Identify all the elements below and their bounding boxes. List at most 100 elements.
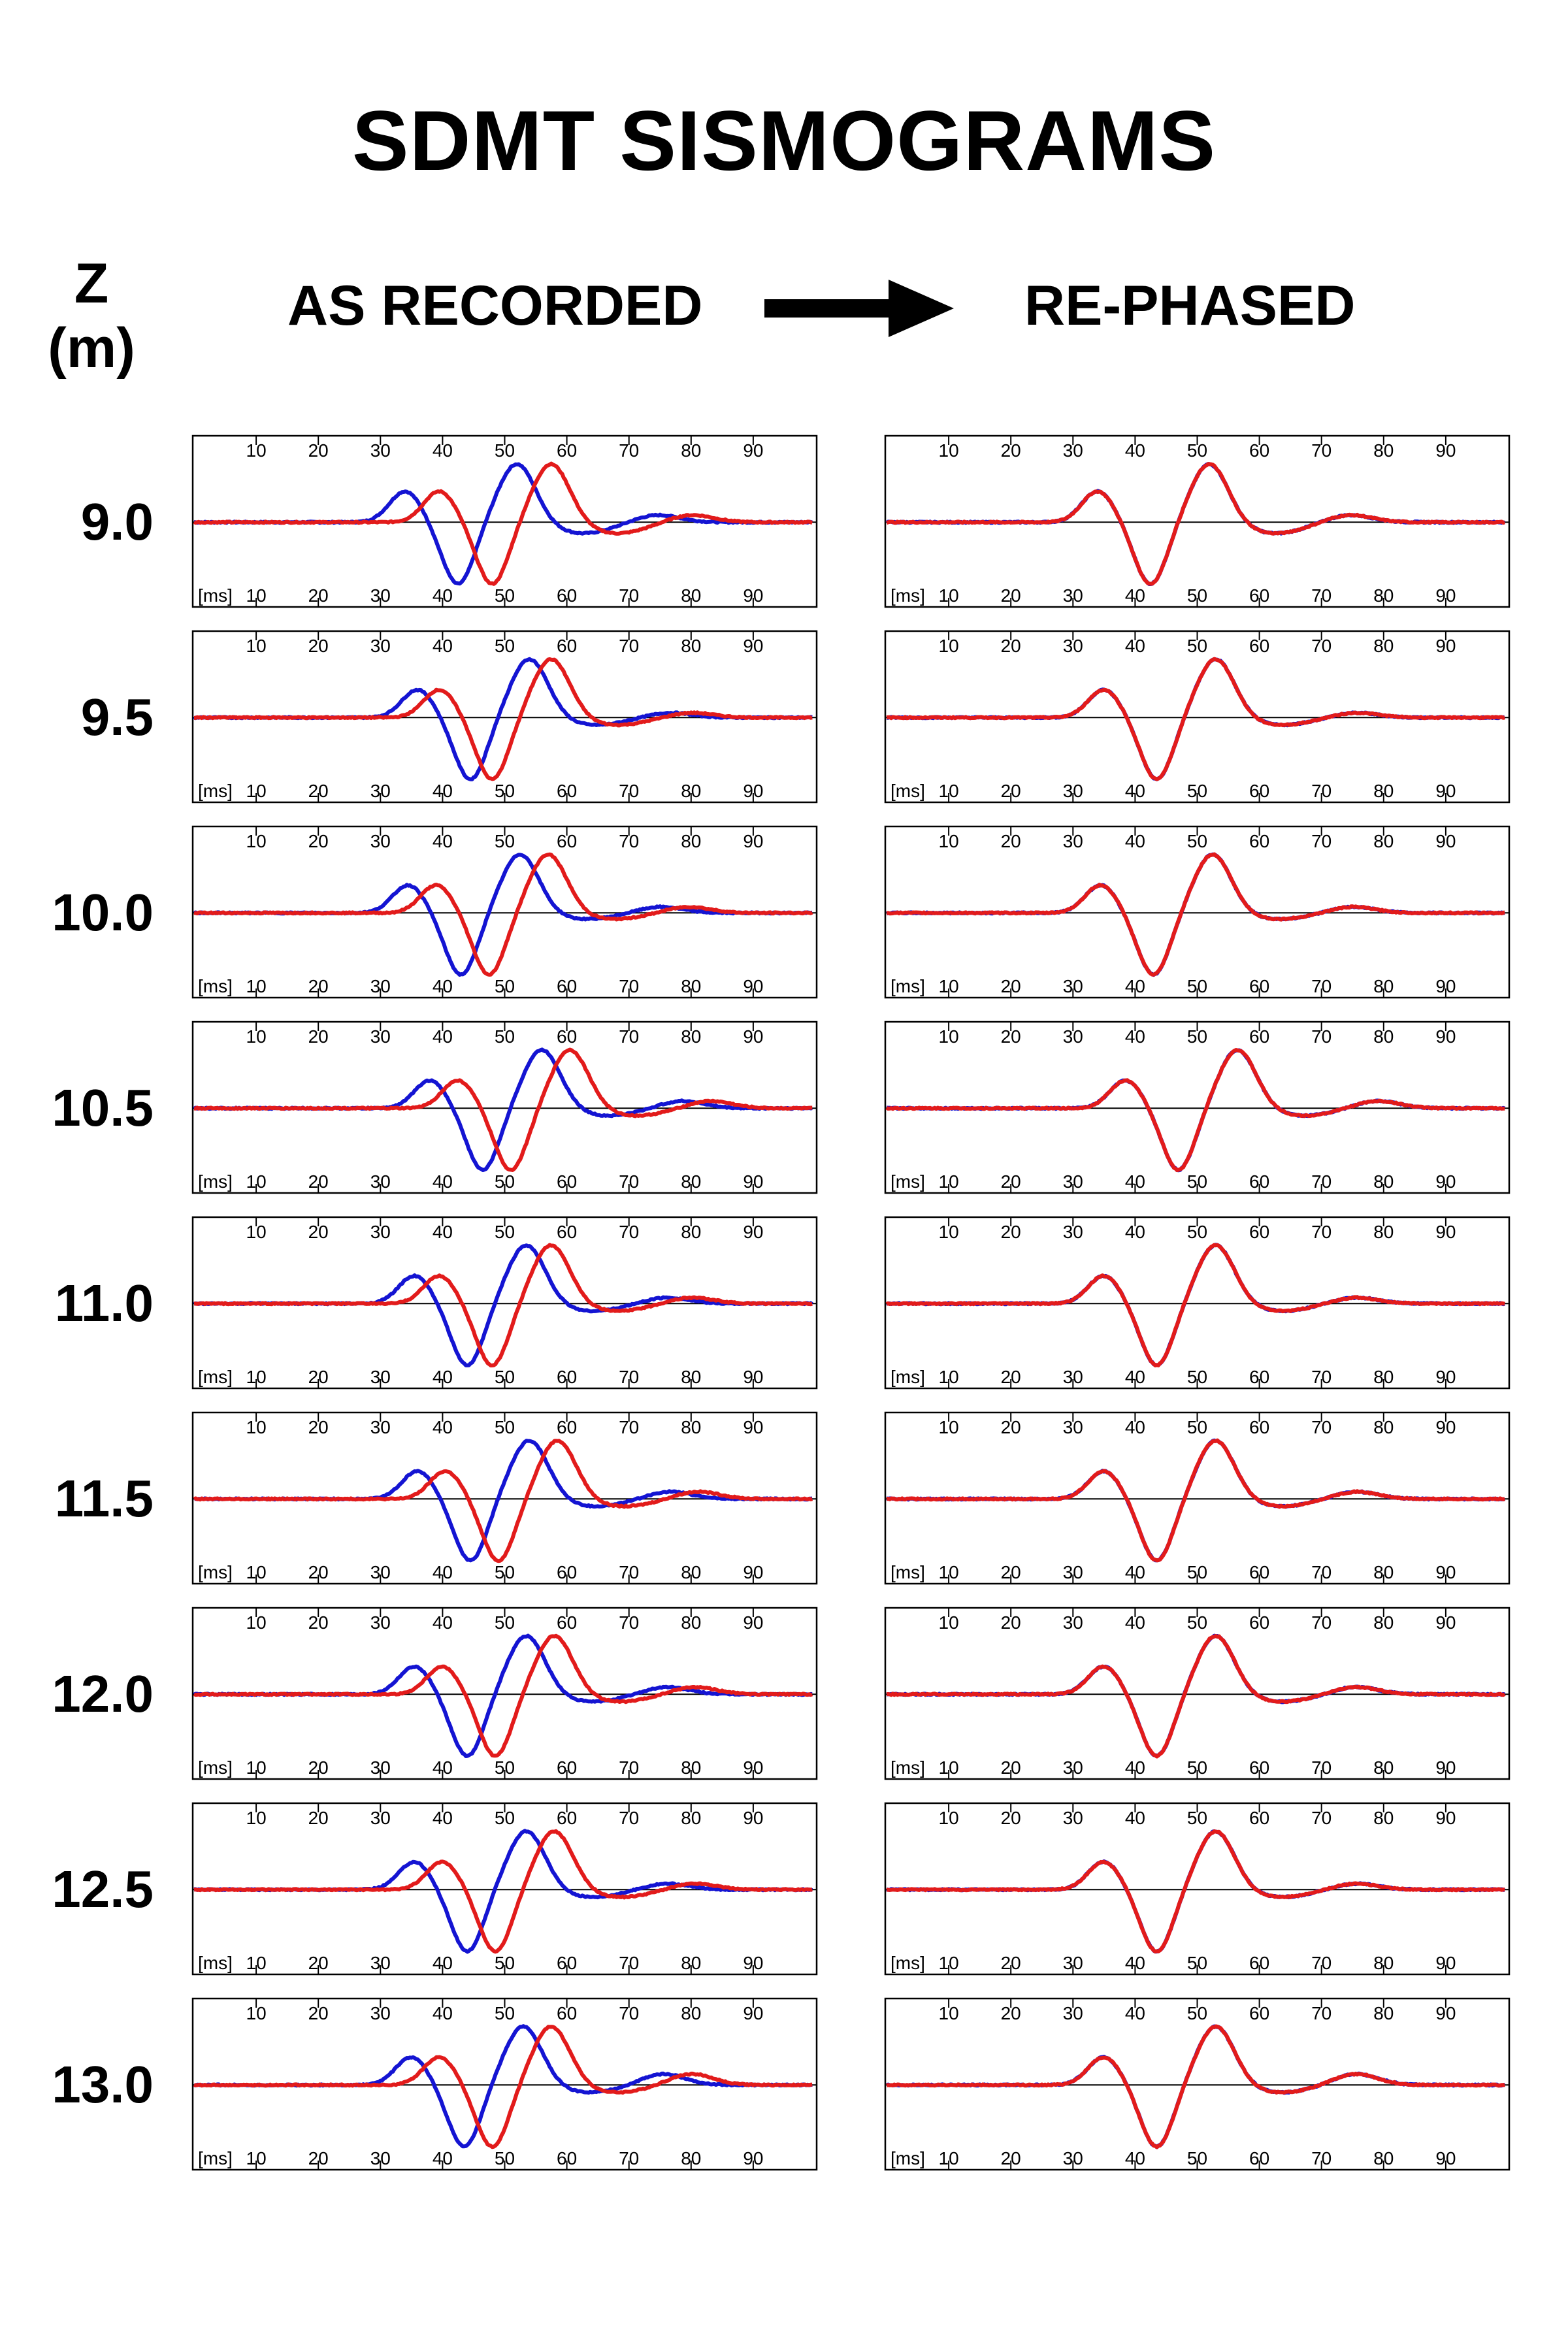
tick-label-bottom: 90 xyxy=(743,1562,763,1582)
tick-label-bottom: 30 xyxy=(1063,781,1083,801)
tick-label-top: 20 xyxy=(1001,1222,1021,1242)
tick-label-bottom: 10 xyxy=(939,1171,959,1192)
tick-label-top: 40 xyxy=(433,440,453,461)
tick-label-top: 90 xyxy=(1435,440,1456,461)
tick-label-bottom: 20 xyxy=(1001,1367,1021,1387)
trace-red xyxy=(886,2024,1505,2149)
tick-label-top: 60 xyxy=(1249,1222,1269,1242)
tick-label-bottom: 60 xyxy=(1249,1953,1269,1973)
tick-label-top: 40 xyxy=(1125,1222,1145,1242)
tick-label-top: 90 xyxy=(743,1417,763,1437)
tick-label-bottom: 30 xyxy=(1063,1171,1083,1192)
tick-label-top: 80 xyxy=(681,1222,701,1242)
tick-label-bottom: 40 xyxy=(433,1953,453,1973)
tick-label-bottom: 40 xyxy=(1125,976,1145,996)
tick-label-top: 70 xyxy=(1311,1222,1331,1242)
tick-label-top: 40 xyxy=(1125,2003,1145,2023)
arrow-right-icon xyxy=(764,280,954,337)
tick-label-bottom: 60 xyxy=(1249,1757,1269,1778)
tick-label-top: 20 xyxy=(1001,1417,1021,1437)
tick-label-bottom: 10 xyxy=(246,1757,267,1778)
tick-label-top: 90 xyxy=(743,1026,763,1047)
tick-label-bottom: 50 xyxy=(1187,976,1207,996)
tick-label-bottom: 20 xyxy=(1001,1757,1021,1778)
depth-label: 13.0 xyxy=(52,2055,154,2114)
re-phased-heading: RE-PHASED xyxy=(1024,274,1356,337)
tick-label-top: 50 xyxy=(1187,2003,1207,2023)
tick-label-top: 90 xyxy=(743,440,763,461)
tick-label-bottom: 10 xyxy=(246,976,267,996)
unit-label: [ms] xyxy=(198,1171,233,1192)
depth-label: 11.0 xyxy=(54,1274,154,1333)
tick-label-bottom: 90 xyxy=(743,1953,763,1973)
tick-label-bottom: 40 xyxy=(433,1171,453,1192)
tick-label-top: 30 xyxy=(370,1808,391,1828)
tick-label-top: 10 xyxy=(939,440,959,461)
tick-label-top: 10 xyxy=(246,636,267,656)
tick-label-top: 90 xyxy=(743,2003,763,2023)
tick-label-top: 60 xyxy=(557,1026,577,1047)
tick-label-top: 50 xyxy=(1187,1612,1207,1633)
depth-label: 9.5 xyxy=(80,688,154,747)
tick-label-top: 90 xyxy=(1435,2003,1456,2023)
tick-label-top: 50 xyxy=(1187,1222,1207,1242)
page-title: SDMT SISMOGRAMS xyxy=(351,93,1217,188)
tick-label-bottom: 70 xyxy=(1311,1757,1331,1778)
tick-label-top: 20 xyxy=(1001,1026,1021,1047)
tick-label-bottom: 20 xyxy=(308,1367,329,1387)
tick-label-bottom: 50 xyxy=(1187,1757,1207,1778)
tick-label-bottom: 50 xyxy=(495,1171,515,1192)
tick-label-top: 90 xyxy=(1435,1222,1456,1242)
tick-label-bottom: 50 xyxy=(495,976,515,996)
tick-label-top: 30 xyxy=(370,440,391,461)
tick-label-top: 30 xyxy=(370,1026,391,1047)
tick-label-top: 50 xyxy=(495,636,515,656)
tick-label-top: 30 xyxy=(1063,831,1083,851)
unit-label: [ms] xyxy=(890,781,925,801)
panel-re-phased: 10 10 20 20 30 30 40 40 50 50 60 60 70 70 80 80 90 90 [ms] xyxy=(884,825,1511,999)
tick-label-bottom: 40 xyxy=(433,1562,453,1582)
tick-label-top: 10 xyxy=(246,1222,267,1242)
depth-label: 10.0 xyxy=(52,883,154,942)
tick-label-top: 60 xyxy=(557,1612,577,1633)
tick-label-top: 10 xyxy=(939,1808,959,1828)
tick-label-top: 80 xyxy=(681,831,701,851)
tick-label-bottom: 30 xyxy=(370,1171,391,1192)
tick-label-top: 30 xyxy=(370,1417,391,1437)
tick-label-top: 50 xyxy=(1187,1808,1207,1828)
tick-label-bottom: 30 xyxy=(1063,1562,1083,1582)
tick-label-bottom: 40 xyxy=(1125,1757,1145,1778)
tick-label-bottom: 10 xyxy=(246,2148,267,2168)
tick-label-bottom: 10 xyxy=(246,1953,267,1973)
tick-label-bottom: 30 xyxy=(370,1953,391,1973)
tick-label-top: 90 xyxy=(1435,1417,1456,1437)
tick-label-bottom: 10 xyxy=(246,1171,267,1192)
tick-label-bottom: 90 xyxy=(743,2148,763,2168)
tick-label-bottom: 50 xyxy=(495,1367,515,1387)
trace-red xyxy=(193,852,813,977)
tick-label-bottom: 80 xyxy=(681,976,701,996)
tick-label-top: 60 xyxy=(557,2003,577,2023)
tick-label-top: 80 xyxy=(1373,1417,1394,1437)
tick-label-bottom: 70 xyxy=(619,1757,639,1778)
tick-label-bottom: 80 xyxy=(1373,781,1394,801)
panel-re-phased: 10 10 20 20 30 30 40 40 50 50 60 60 70 70 80 80 90 90 [ms] xyxy=(884,1997,1511,2171)
tick-label-top: 40 xyxy=(433,1026,453,1047)
tick-label-bottom: 80 xyxy=(1373,2148,1394,2168)
tick-label-top: 30 xyxy=(1063,1026,1083,1047)
tick-label-top: 60 xyxy=(557,1222,577,1242)
tick-label-bottom: 20 xyxy=(1001,976,1021,996)
tick-label-top: 80 xyxy=(681,1808,701,1828)
unit-label: [ms] xyxy=(198,1953,233,1973)
panel-re-phased: 10 10 20 20 30 30 40 40 50 50 60 60 70 70 80 80 90 90 [ms] xyxy=(884,1216,1511,1390)
tick-label-top: 20 xyxy=(308,2003,329,2023)
tick-label-bottom: 80 xyxy=(681,1367,701,1387)
tick-label-top: 70 xyxy=(619,636,639,656)
tick-label-top: 20 xyxy=(308,1808,329,1828)
tick-label-bottom: 50 xyxy=(495,1562,515,1582)
tick-label-top: 10 xyxy=(246,2003,267,2023)
tick-label-top: 20 xyxy=(1001,1612,1021,1633)
panel-as-recorded: 10 10 20 20 30 30 40 40 50 50 60 60 70 70 80 80 90 90 [ms] xyxy=(191,1411,818,1585)
tick-label-top: 80 xyxy=(1373,1808,1394,1828)
tick-label-bottom: 90 xyxy=(1435,1953,1456,1973)
